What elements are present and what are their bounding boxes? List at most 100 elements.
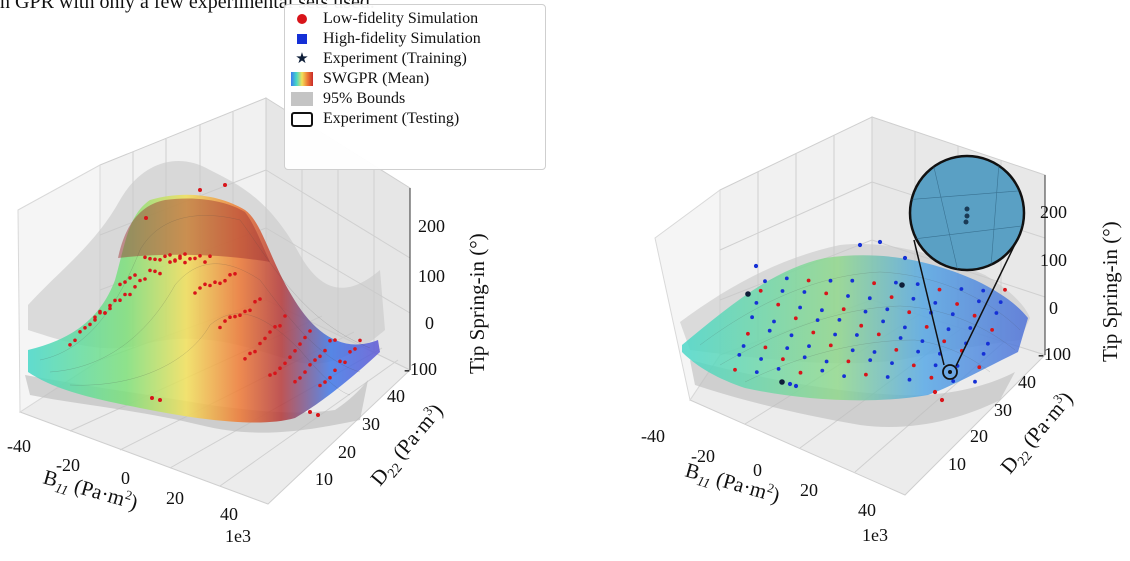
simulation-point: [793, 383, 799, 389]
low-fidelity-point: [218, 281, 222, 286]
low-fidelity-point: [98, 310, 102, 315]
low-fidelity-point: [158, 258, 162, 262]
low-fidelity-point: [178, 256, 182, 260]
right-z-axis: 200 100 0 -100 Tip Spring-in (°): [1038, 175, 1122, 364]
simulation-point: [859, 323, 864, 328]
left-z-tick-200: 200: [418, 216, 445, 236]
right-plot: 200 100 0 -100 Tip Spring-in (°) -40 -20…: [641, 116, 1122, 545]
left-z-tick-100: 100: [418, 266, 445, 286]
simulation-point: [907, 377, 912, 382]
low-fidelity-point: [243, 309, 247, 314]
left-x-tick-40: 40: [220, 504, 238, 524]
low-fidelity-point: [193, 256, 197, 261]
legend-item-high-fidelity: High-fidelity Simulation: [291, 29, 539, 49]
simulation-point: [915, 282, 920, 286]
simulation-point: [780, 289, 785, 293]
magnified-experiment-point-3: [963, 219, 969, 225]
simulation-point: [872, 350, 877, 354]
left-low-fidelity-points: [68, 183, 362, 417]
experiment-training-point: [899, 282, 905, 288]
simulation-point: [932, 389, 938, 395]
right-y-tick-10: 10: [948, 454, 966, 474]
legend-item-swgpr-mean: SWGPR (Mean): [291, 69, 539, 89]
legend: Low-fidelity Simulation High-fidelity Si…: [284, 4, 546, 170]
low-fidelity-point: [203, 282, 207, 287]
low-fidelity-point: [144, 216, 148, 220]
left-z-tick-minus100: -100: [404, 359, 437, 379]
simulation-point: [890, 361, 894, 365]
right-x-tick-20: 20: [800, 480, 818, 500]
right-z-axis-label: Tip Spring-in (°): [1098, 221, 1122, 362]
left-mean-peak-shade: [118, 198, 270, 262]
low-fidelity-point: [228, 273, 232, 277]
simulation-point: [833, 332, 837, 337]
low-fidelity-point: [293, 349, 297, 353]
low-fidelity-point: [133, 285, 137, 289]
left-x-tick-20: 20: [166, 488, 184, 508]
low-fidelity-point: [228, 315, 232, 320]
right-y-tick-30: 30: [994, 400, 1012, 420]
left-x-tick-minus40: -40: [7, 436, 31, 456]
simulation-point: [820, 368, 825, 373]
low-fidelity-point: [103, 311, 107, 315]
left-z-axis-label: Tip Spring-in (°): [465, 233, 489, 374]
figure-caption: n GPR with only a few experimental sets …: [0, 0, 375, 13]
magnified-experiment-point-2: [964, 213, 970, 219]
low-fidelity-point: [328, 338, 332, 343]
simulation-point: [846, 359, 851, 364]
simulation-point: [776, 302, 781, 307]
simulation-point: [733, 367, 737, 372]
simulation-point: [950, 312, 955, 317]
simulation-point: [933, 301, 938, 305]
simulation-point: [855, 333, 859, 337]
left-y-tick-20: 20: [338, 442, 356, 462]
experiment-testing-marker: [942, 364, 958, 380]
low-fidelity-point: [128, 276, 132, 280]
low-fidelity-point: [303, 335, 307, 340]
simulation-point: [802, 355, 807, 360]
low-fidelity-point: [68, 343, 72, 347]
legend-label: Experiment (Training): [323, 50, 467, 67]
simulation-point: [877, 239, 883, 245]
left-z-axis: 200 100 0 -100 Tip Spring-in (°): [404, 188, 489, 379]
simulation-point: [951, 379, 956, 383]
simulation-point: [746, 331, 750, 336]
right-y-tick-20: 20: [970, 426, 988, 446]
simulation-point: [837, 318, 842, 322]
low-fidelity-point: [108, 303, 112, 308]
simulation-point: [824, 359, 829, 364]
low-fidelity-point: [183, 260, 187, 265]
low-fidelity-point: [148, 268, 152, 273]
simulation-point: [977, 365, 982, 370]
right-z-tick-minus100: -100: [1038, 344, 1071, 364]
low-fidelity-point: [138, 278, 142, 283]
simulation-point: [842, 374, 846, 378]
simulation-point: [990, 328, 994, 332]
left-x-tick-minus20: -20: [56, 455, 80, 475]
simulation-point: [907, 310, 912, 315]
simulation-point: [820, 308, 824, 313]
experiment-testing-magnifier: [908, 154, 1026, 380]
simulation-point: [872, 281, 876, 286]
simulation-point: [920, 339, 925, 343]
left-y-axis-label: D22 (Pa·m3): [365, 398, 451, 493]
simulation-point: [806, 278, 811, 283]
simulation-point: [815, 318, 820, 322]
experiment-training-point: [779, 379, 785, 385]
simulation-point: [903, 325, 907, 330]
right-z-tick-100: 100: [1040, 250, 1067, 270]
low-fidelity-point: [303, 370, 307, 374]
simulation-point: [955, 302, 959, 306]
low-fidelity-point: [358, 338, 362, 343]
simulation-point: [758, 288, 763, 293]
simulation-point: [977, 299, 981, 304]
low-fidelity-point: [313, 358, 317, 362]
low-fidelity-point: [268, 373, 272, 377]
low-fidelity-point: [343, 360, 347, 365]
simulation-point: [898, 336, 903, 340]
simulation-point: [867, 296, 872, 301]
simulation-point: [994, 311, 999, 315]
experiment-training-point: [745, 291, 751, 297]
simulation-point: [828, 343, 833, 348]
